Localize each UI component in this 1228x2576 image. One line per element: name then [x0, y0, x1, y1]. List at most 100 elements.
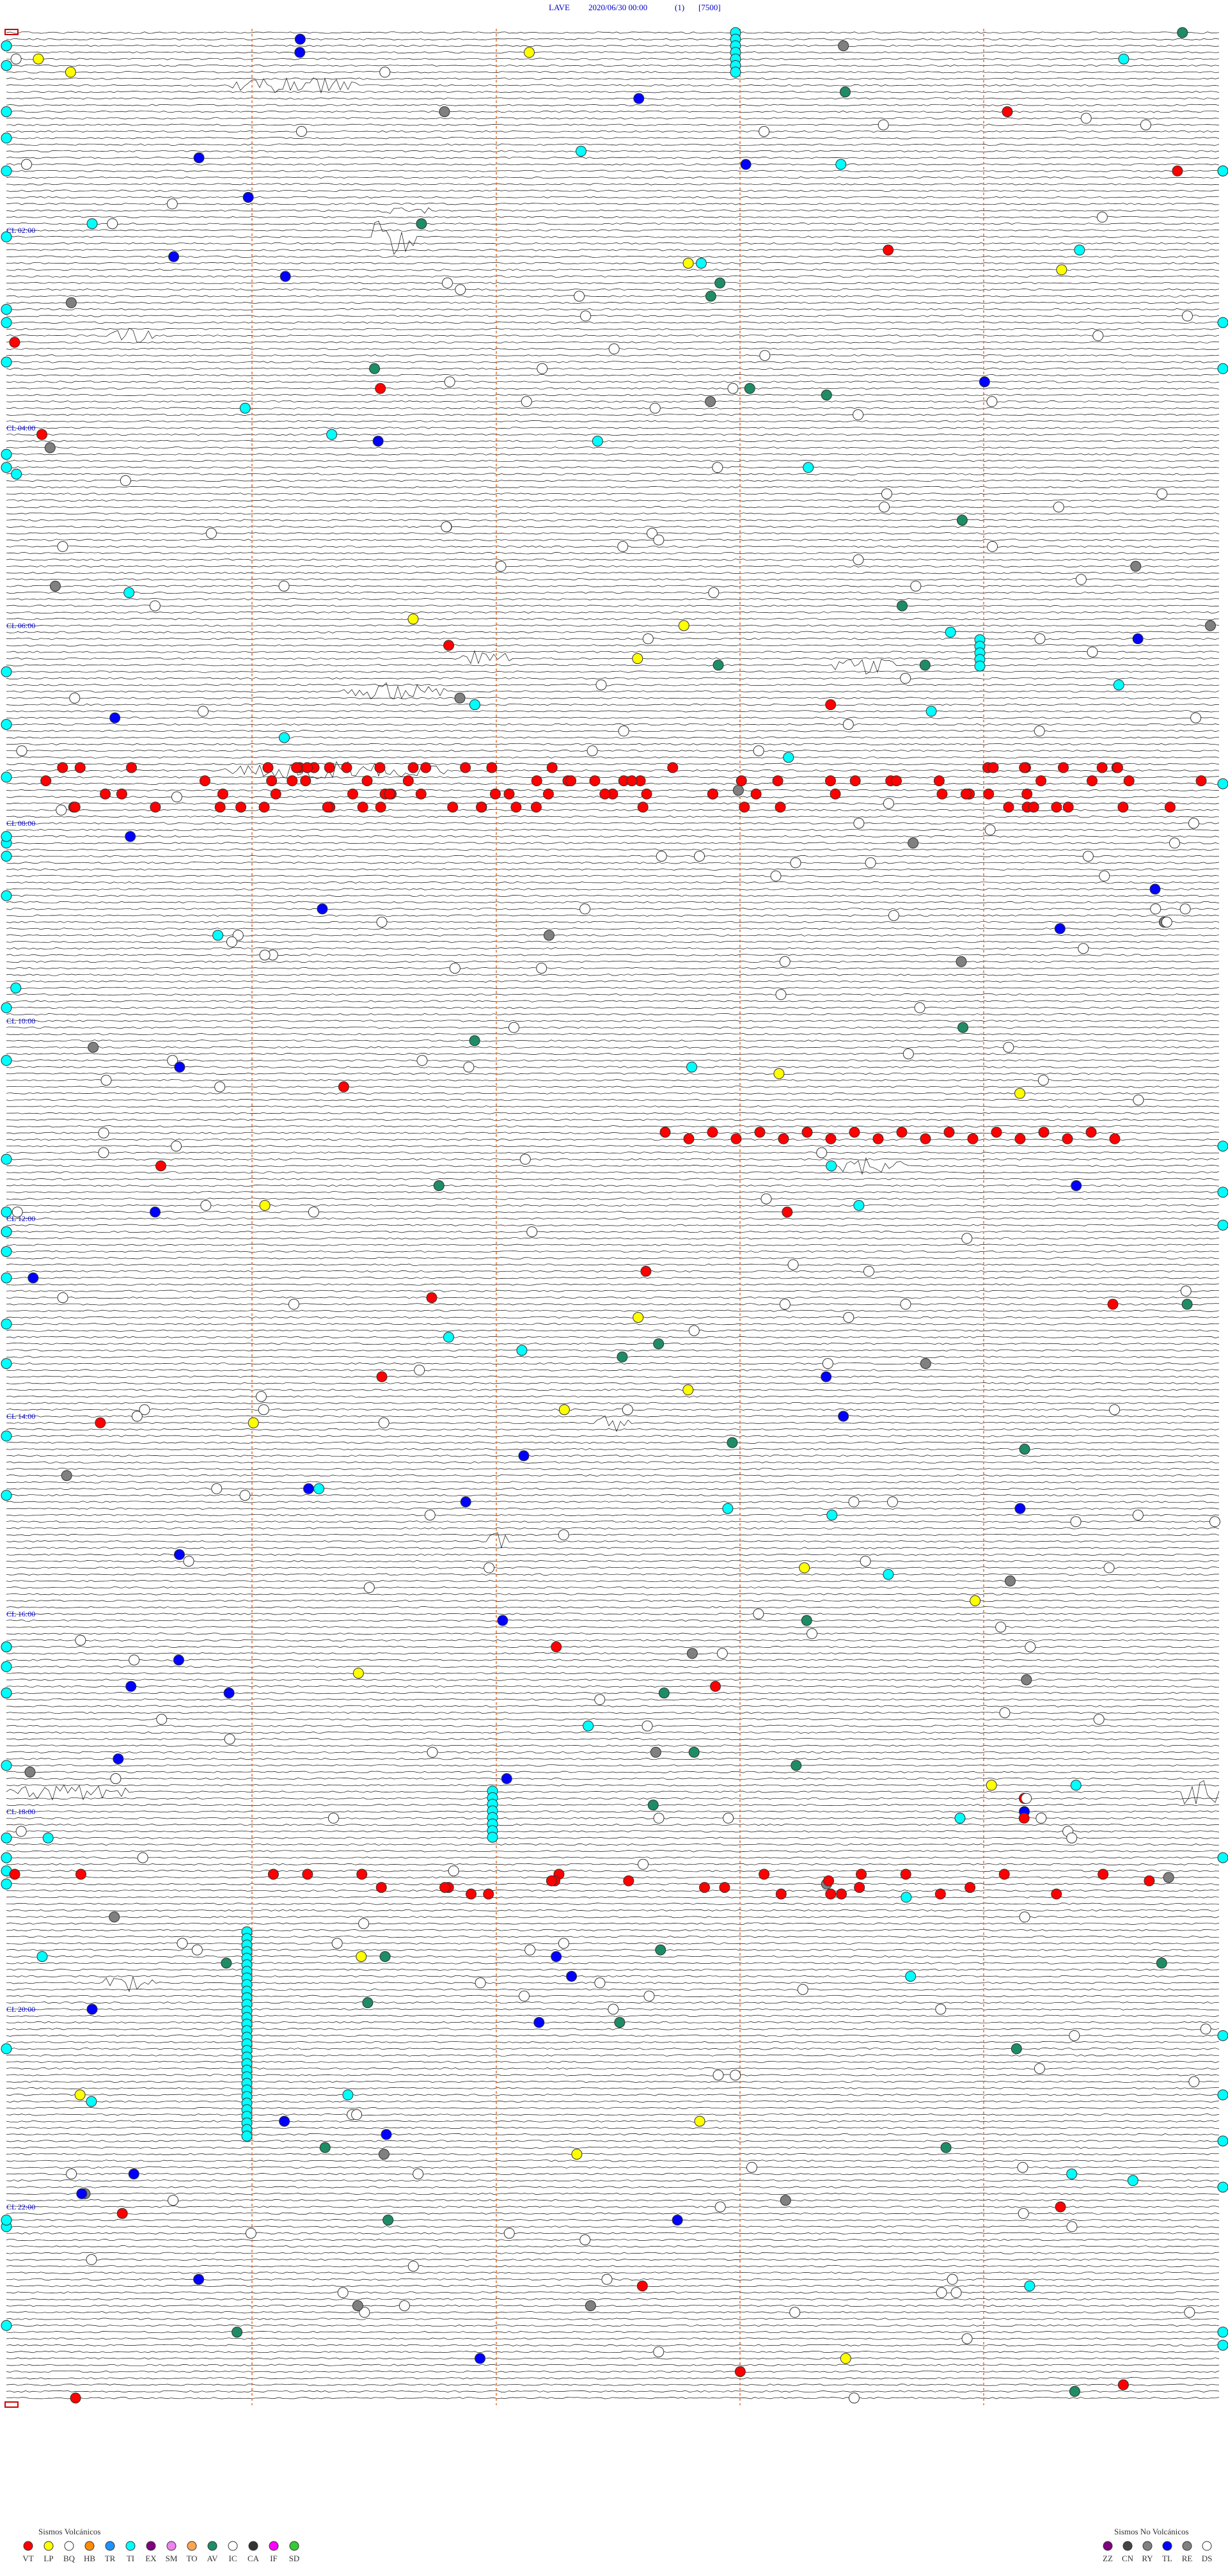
trace	[6, 2298, 1219, 2300]
trace	[6, 2344, 1220, 2346]
event-marker	[910, 580, 922, 592]
event-marker	[754, 1126, 766, 1138]
event-marker	[592, 436, 603, 447]
legend-swatch	[1103, 2541, 1113, 2551]
trace	[6, 137, 1220, 139]
event-marker	[974, 660, 986, 672]
trace	[6, 1467, 1220, 1471]
event-marker	[1217, 778, 1228, 789]
trace	[6, 2324, 1220, 2327]
trace	[6, 1916, 1220, 1918]
event-marker	[760, 1193, 772, 1205]
event-marker	[791, 1760, 802, 1771]
trace	[6, 38, 1220, 40]
event-marker	[995, 1622, 1007, 1633]
event-marker	[686, 1648, 698, 1659]
trace	[6, 341, 1220, 344]
event-marker	[86, 2096, 97, 2107]
event-marker	[1, 448, 12, 460]
event-marker	[641, 788, 652, 800]
trace	[6, 1151, 1220, 1154]
event-marker	[75, 1869, 86, 1880]
event-marker	[1188, 2076, 1200, 2087]
event-marker	[338, 1081, 349, 1093]
event-marker	[705, 396, 716, 407]
event-marker	[416, 1055, 428, 1066]
event-marker	[469, 1035, 480, 1047]
event-marker	[575, 145, 586, 157]
event-marker	[1, 2043, 12, 2055]
event-marker	[1109, 1133, 1121, 1144]
legend-code: RY	[1142, 2554, 1153, 2563]
event-marker	[150, 802, 161, 813]
event-marker	[1004, 1576, 1016, 1586]
event-marker	[1, 851, 12, 862]
event-marker	[1, 2215, 12, 2226]
event-marker	[1133, 1094, 1144, 1106]
event-marker	[881, 488, 892, 500]
trace	[6, 967, 1220, 970]
event-marker	[920, 1358, 931, 1370]
event-marker	[1217, 2089, 1228, 2101]
trace	[6, 1000, 1220, 1002]
event-marker	[853, 554, 864, 565]
trace	[6, 723, 1220, 726]
event-marker	[258, 1404, 269, 1416]
trace	[6, 1976, 1220, 1993]
trace	[6, 545, 1220, 548]
trace	[6, 1830, 1220, 1833]
event-marker	[746, 2161, 757, 2173]
event-marker	[415, 788, 427, 800]
trace	[6, 1349, 1220, 1352]
event-marker	[379, 67, 391, 78]
event-marker	[40, 775, 52, 787]
trace	[6, 828, 1220, 831]
trace	[6, 393, 1220, 397]
event-marker	[1096, 211, 1108, 223]
trace	[6, 1586, 1220, 1589]
event-marker	[1021, 788, 1033, 800]
event-marker	[1123, 775, 1135, 787]
event-marker	[347, 788, 359, 800]
event-marker	[302, 1869, 313, 1880]
trace	[6, 539, 1219, 541]
event-marker	[551, 1641, 562, 1652]
event-marker	[384, 788, 395, 800]
event-marker	[594, 1977, 606, 1989]
trace	[6, 2383, 1220, 2386]
event-marker	[571, 2149, 583, 2160]
trace	[6, 684, 1220, 686]
trace	[6, 901, 1220, 904]
hour-dividers	[251, 29, 984, 2405]
trace	[6, 1606, 1220, 1609]
trace	[6, 1665, 1220, 1668]
event-marker	[1, 666, 12, 677]
event-marker	[1070, 1780, 1082, 1791]
trace	[6, 413, 1220, 416]
event-marker	[86, 2003, 98, 2015]
event-marker	[694, 851, 705, 862]
trace	[6, 1415, 1220, 1432]
trace	[6, 670, 1220, 673]
event-marker	[57, 762, 68, 773]
event-marker	[636, 2280, 648, 2292]
trace	[6, 1929, 1220, 1932]
legend-swatch	[1162, 2541, 1172, 2551]
event-marker	[363, 1582, 375, 1593]
trace	[6, 466, 1220, 469]
trace	[6, 216, 1220, 219]
event-marker	[594, 1694, 606, 1705]
trace	[6, 1804, 1219, 1806]
trace	[6, 44, 1220, 47]
trace	[6, 761, 1220, 780]
event-marker	[300, 775, 311, 787]
event-marker	[232, 2327, 243, 2338]
trace	[6, 651, 1220, 653]
trace	[6, 659, 1220, 675]
event-marker	[908, 837, 919, 849]
event-marker	[1, 1246, 12, 1257]
event-marker	[100, 788, 111, 800]
trace	[6, 1527, 1220, 1529]
event-marker	[618, 725, 629, 737]
trace	[6, 2370, 1220, 2373]
